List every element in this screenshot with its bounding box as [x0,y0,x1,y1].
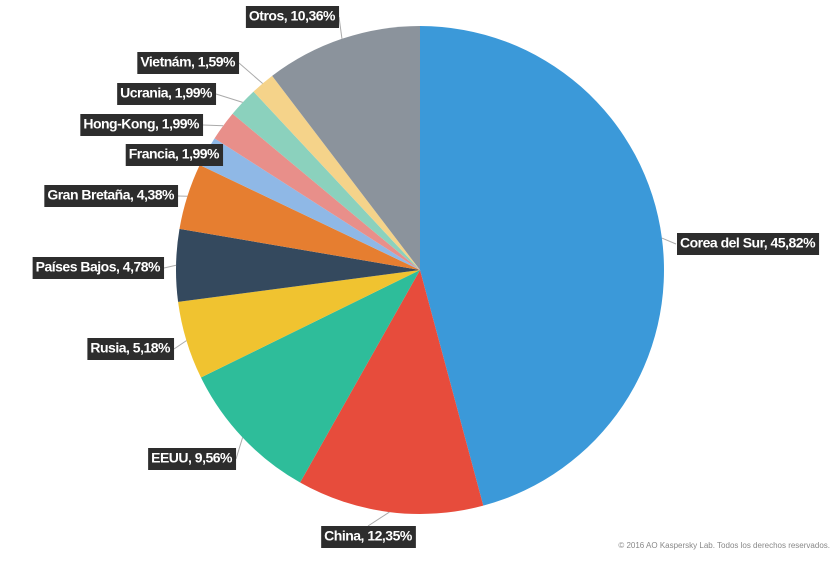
label-box [117,83,217,105]
label-box [677,233,820,255]
footnote: © 2016 AO Kaspersky Lab. Todos los derec… [618,541,830,550]
pie-slice [178,270,420,378]
label-text: Países Bajos, 4,78% [36,259,161,275]
label-text: Francia, 1,99% [129,146,220,162]
pie-slice [232,91,420,270]
label-box [32,257,165,279]
label-text: China, 12,35% [324,528,413,544]
pie-slice [199,138,420,270]
data-label: EEUU, 9,56% [148,448,237,470]
pie-slice [300,270,484,514]
data-label: Rusia, 5,18% [87,338,175,360]
leader-line [202,124,224,127]
label-text: Gran Bretaña, 4,38% [47,187,175,203]
label-box [80,114,204,136]
label-box [245,6,340,28]
label-text: EEUU, 9,56% [151,450,233,466]
data-label: Países Bajos, 4,78% [32,257,165,279]
label-box [148,448,237,470]
data-label: China, 12,35% [321,526,416,548]
label-box [137,52,240,74]
data-label: Francia, 1,99% [125,144,224,166]
label-text: Hong-Kong, 1,99% [83,116,200,132]
leader-line [661,237,677,245]
label-box [125,144,224,166]
data-label: Hong-Kong, 1,99% [80,114,204,136]
data-label: Gran Bretaña, 4,38% [44,185,179,207]
pie-slice [176,228,420,302]
pie-slice [272,26,420,270]
label-text: Corea del Sur, 45,82% [680,235,816,251]
pie-slice [253,75,420,270]
leader-line [338,16,343,39]
leader-line [238,62,263,84]
label-text: Rusia, 5,18% [90,340,171,356]
leader-line [367,511,390,527]
leader-line [163,264,177,269]
label-box [44,185,179,207]
label-box [321,526,416,548]
pie-slice [214,113,420,270]
label-text: Ucrania, 1,99% [120,85,213,101]
data-label: Vietnám, 1,59% [137,52,240,74]
pie-slice [420,26,664,506]
label-box [87,338,175,360]
label-text: Vietnám, 1,59% [140,54,236,70]
pie-slice [200,270,420,483]
leader-line [173,340,187,350]
data-label: Corea del Sur, 45,82% [677,233,820,255]
leader-line [235,437,244,460]
leader-line [215,93,243,103]
data-label: Otros, 10,36% [245,6,340,28]
pie-slice [179,165,420,270]
label-text: Otros, 10,36% [249,8,336,24]
data-label: Ucrania, 1,99% [117,83,217,105]
